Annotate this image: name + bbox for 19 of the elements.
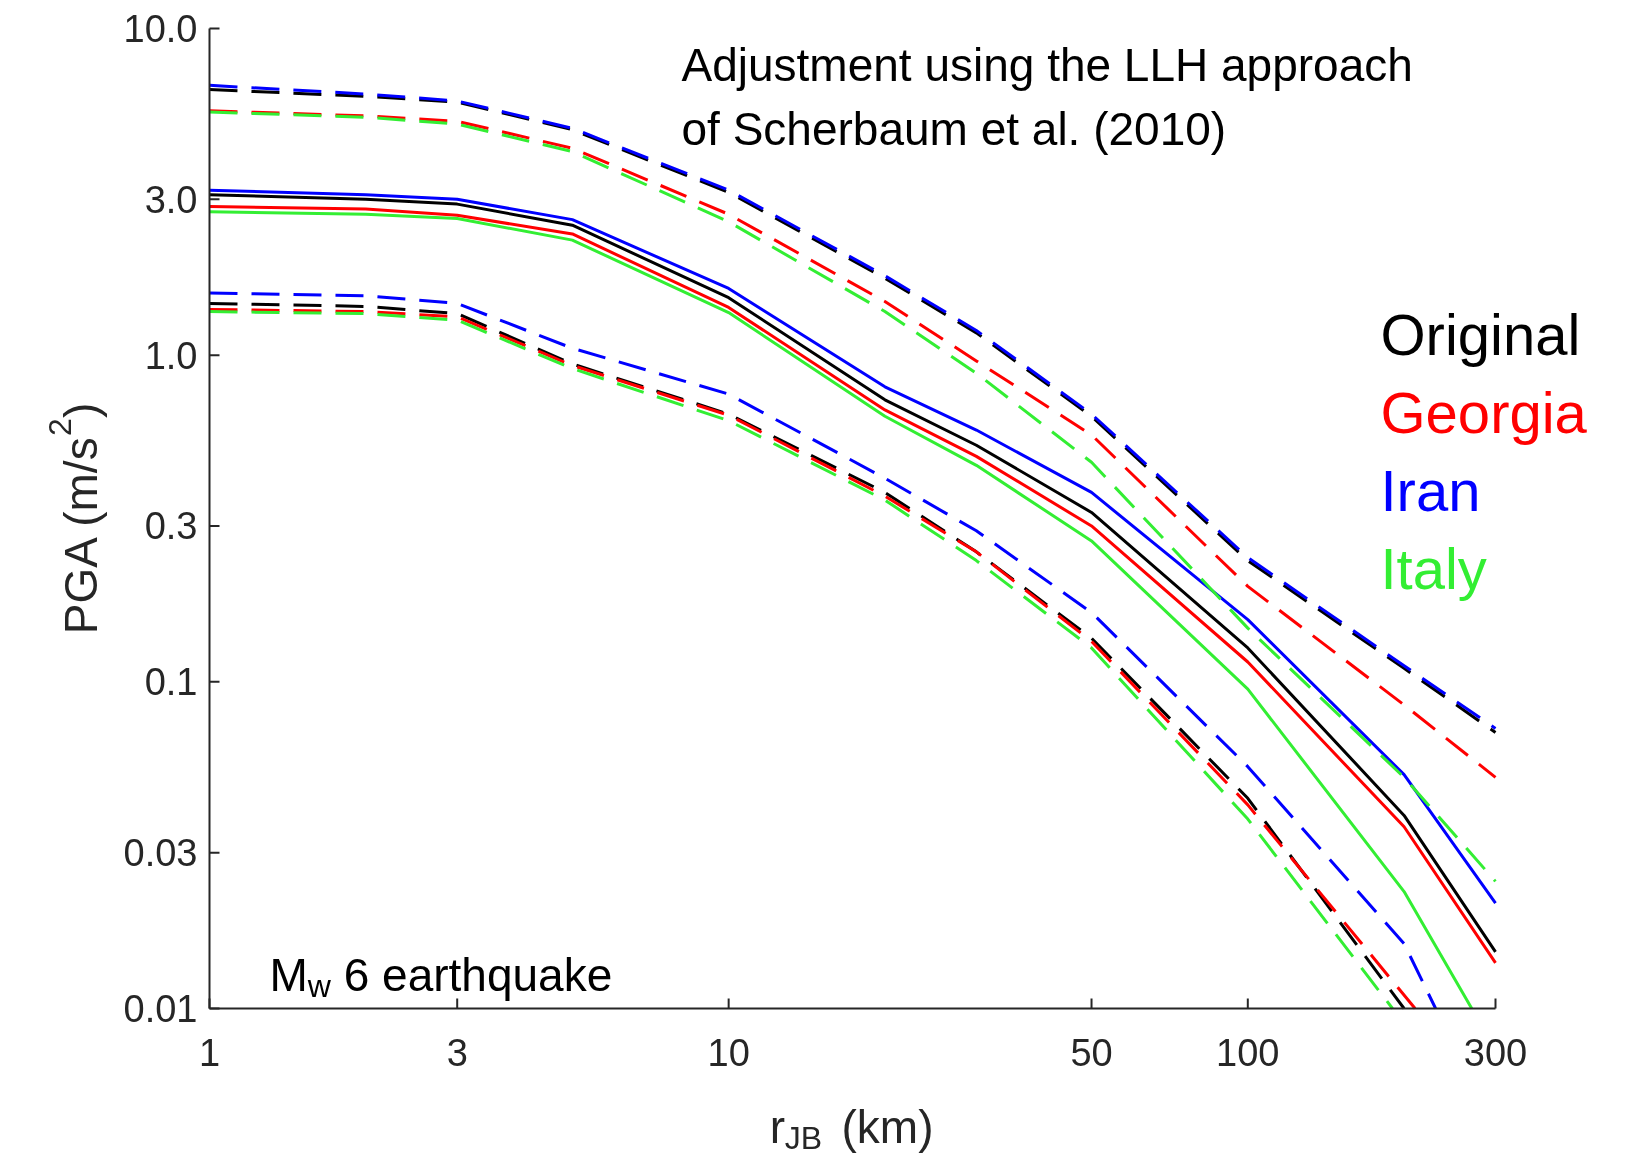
text: Iran <box>1380 458 1481 523</box>
y-axis-title: PGA (m/s2) <box>41 402 107 635</box>
text: Original <box>1380 302 1581 367</box>
y-tick-label: 0.1 <box>144 661 198 704</box>
y-tick-label: 3.0 <box>144 178 198 221</box>
text: Georgia <box>1380 380 1588 445</box>
y-tick-label: 0.03 <box>123 832 198 875</box>
y-tick-label: 1.0 <box>144 334 198 377</box>
x-tick-label: 10 <box>707 1031 750 1074</box>
x-tick-label: 50 <box>1070 1031 1113 1074</box>
y-tick-label: 10.0 <box>123 8 198 50</box>
y-tick-label: 0.3 <box>144 505 198 548</box>
text: Italy <box>1380 536 1487 601</box>
x-tick-label: 100 <box>1216 1031 1280 1074</box>
x-tick-label: 1 <box>198 1031 221 1074</box>
x-tick-label: 3 <box>446 1031 468 1074</box>
annotation: Adjustment using the LLH approach of Scherbaum et al. (2010) <box>681 38 1413 155</box>
x-tick-label: 300 <box>1463 1031 1528 1074</box>
y-tick-label: 0.01 <box>123 988 198 1030</box>
